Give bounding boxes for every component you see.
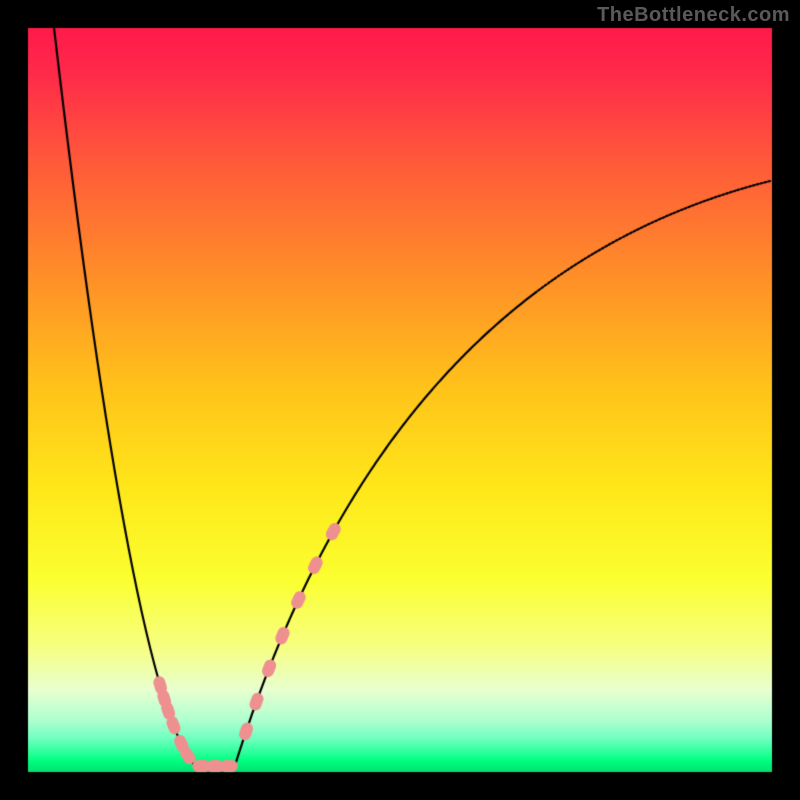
plot-root: TheBottleneck.com	[0, 0, 800, 800]
bottleneck-curve-chart	[0, 0, 800, 800]
